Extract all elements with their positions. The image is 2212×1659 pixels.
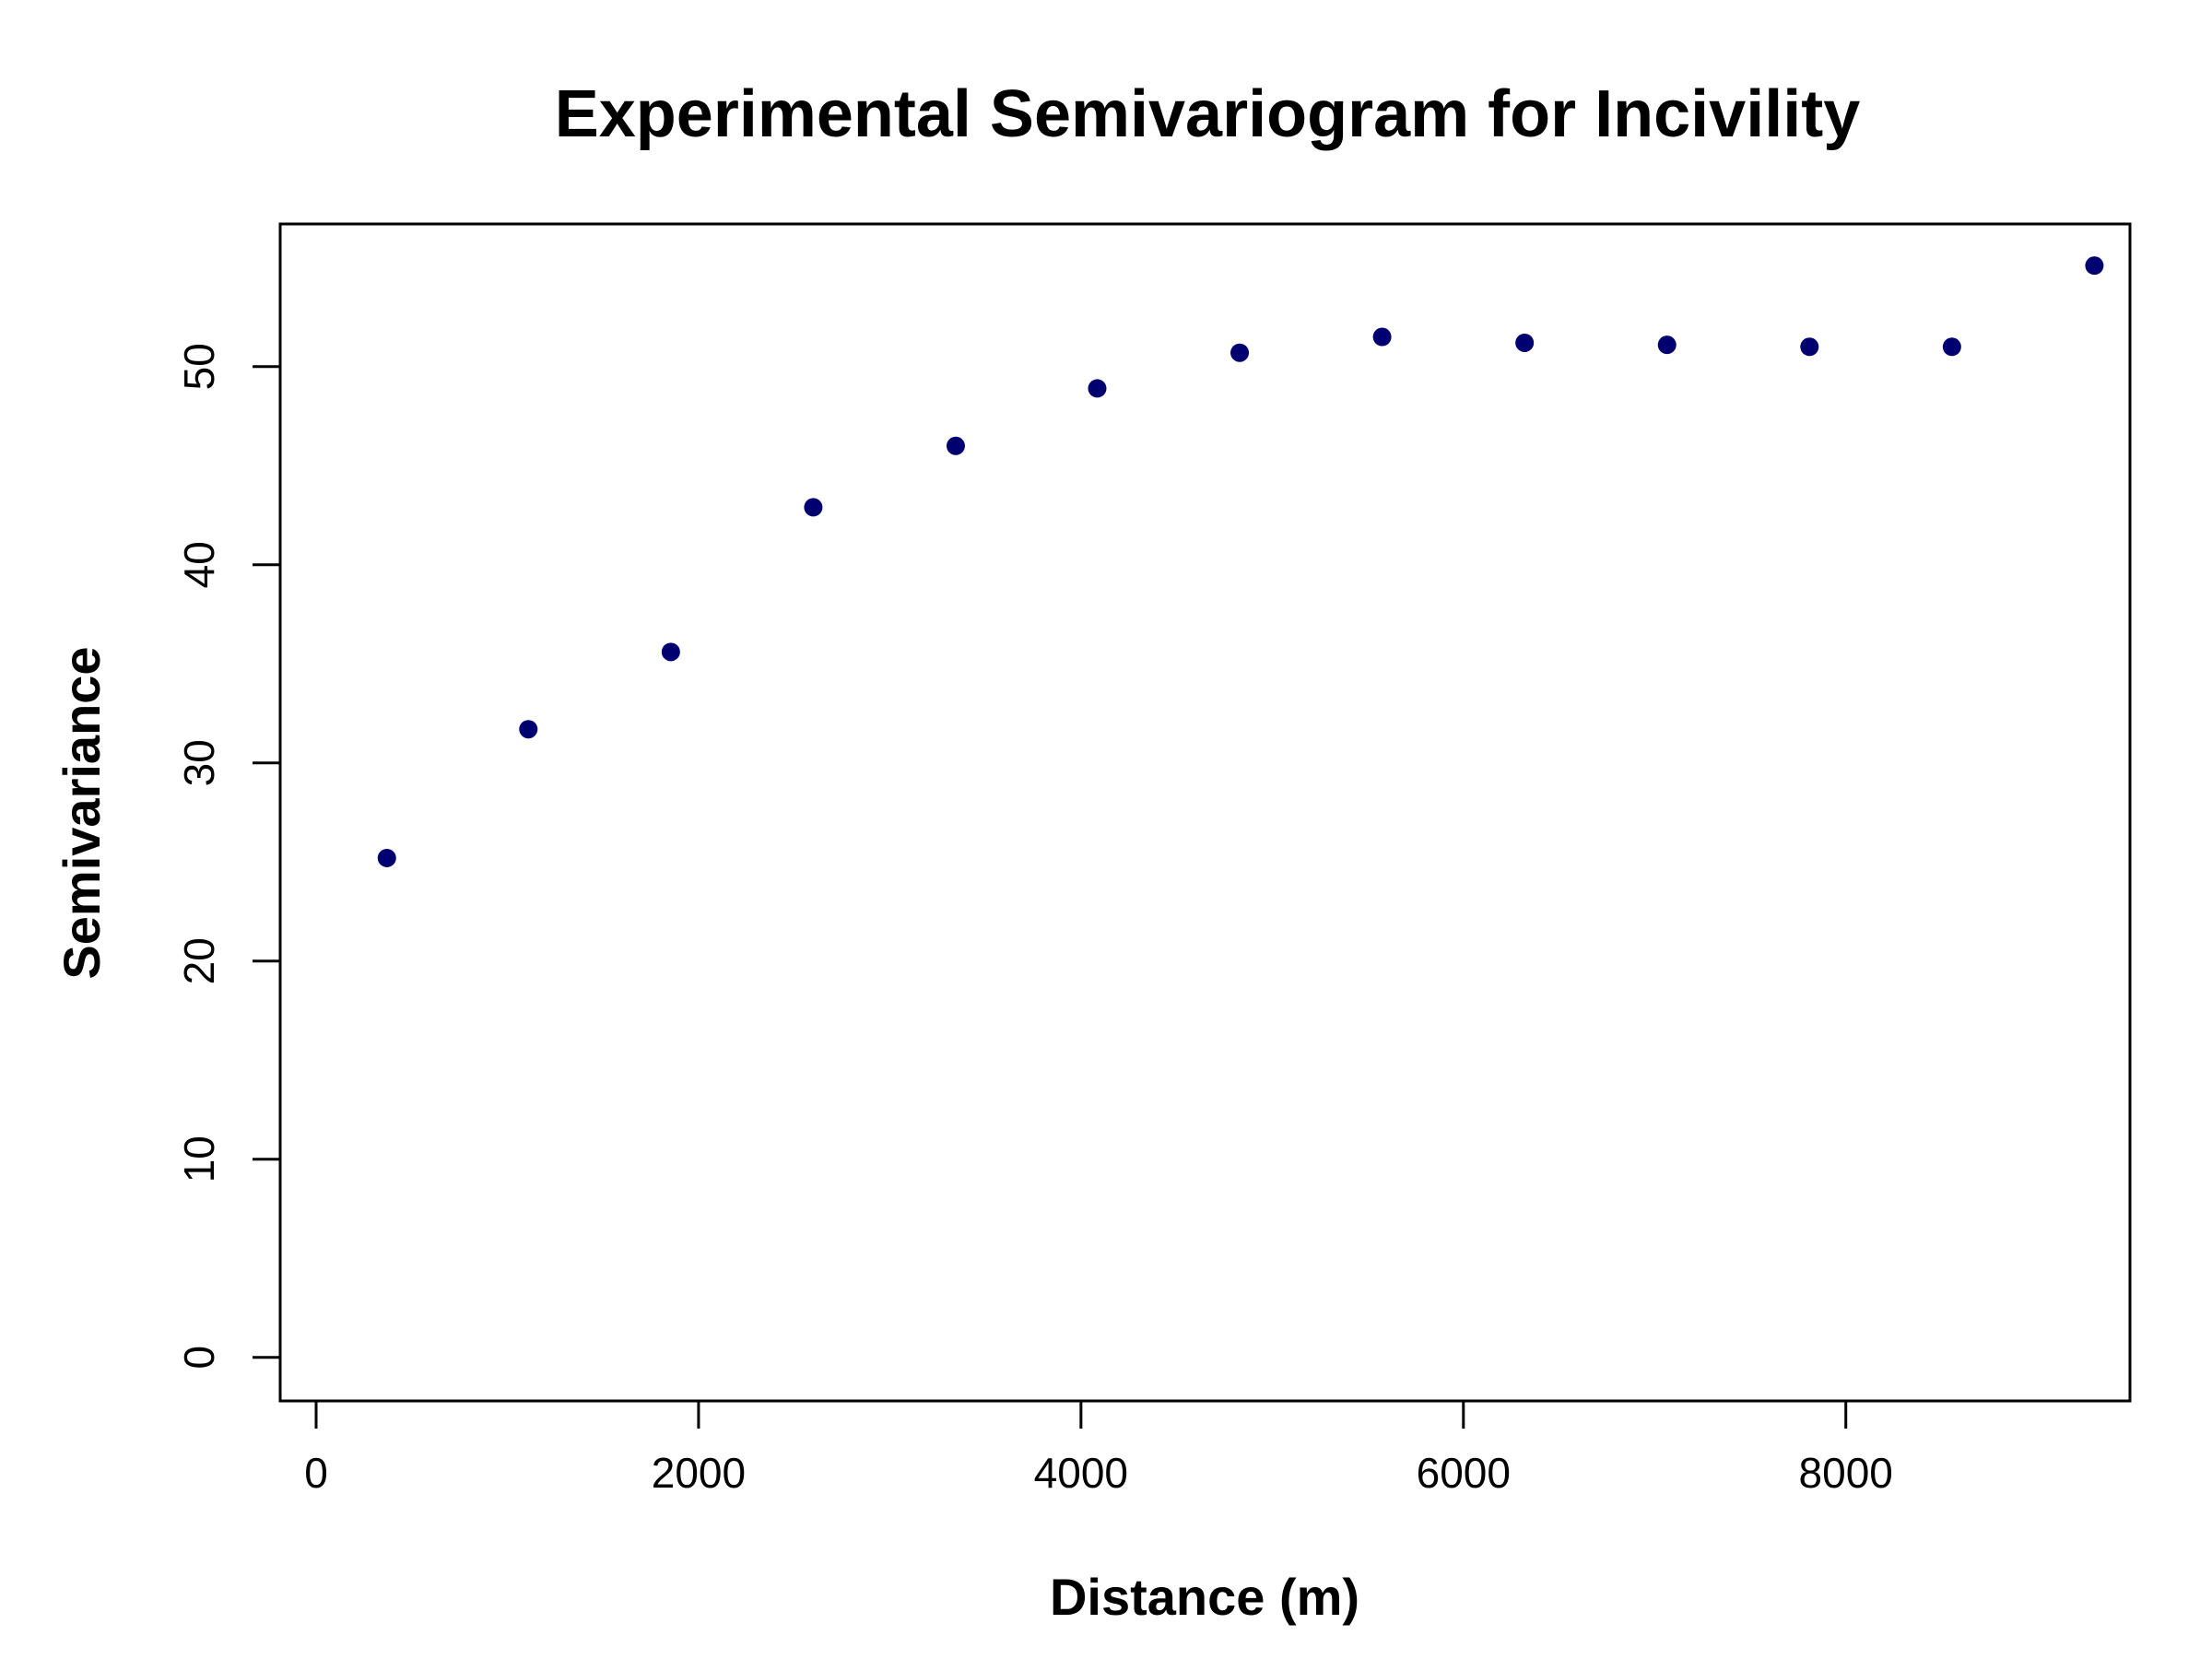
y-tick-label: 0 — [175, 1346, 223, 1370]
data-point — [1800, 337, 1819, 357]
y-tick-label: 40 — [175, 541, 223, 588]
data-point — [946, 436, 965, 455]
y-axis: 0 10 20 30 40 50 — [175, 343, 282, 1370]
y-tick-label: 30 — [175, 739, 223, 786]
x-axis: 0 2000 4000 6000 8000 — [304, 1399, 1893, 1497]
data-point — [661, 642, 680, 662]
y-tick-label: 50 — [175, 343, 223, 390]
x-tick-label: 2000 — [652, 1449, 746, 1497]
x-tick-label: 0 — [304, 1449, 328, 1497]
chart-title: Experimental Semivariogram for Incivilit… — [555, 77, 1861, 151]
data-point — [1230, 343, 1250, 362]
y-tick-label: 20 — [175, 937, 223, 984]
data-point — [1657, 335, 1677, 355]
data-point — [519, 720, 538, 739]
data-point — [1942, 337, 1961, 357]
data-point — [1515, 333, 1535, 352]
y-tick-label: 10 — [175, 1135, 223, 1182]
data-points — [377, 256, 2104, 867]
x-tick-label: 8000 — [1799, 1449, 1893, 1497]
plot-frame — [278, 222, 2132, 1403]
x-axis-label: Distance (m) — [1050, 1568, 1359, 1626]
x-tick-label: 6000 — [1417, 1449, 1511, 1497]
data-point — [377, 848, 396, 867]
data-point — [804, 498, 823, 517]
x-tick-label: 4000 — [1034, 1449, 1128, 1497]
data-point — [1372, 327, 1392, 347]
y-axis-label: Semivariance — [53, 646, 111, 979]
data-point — [2085, 256, 2104, 276]
data-point — [1088, 379, 1107, 398]
